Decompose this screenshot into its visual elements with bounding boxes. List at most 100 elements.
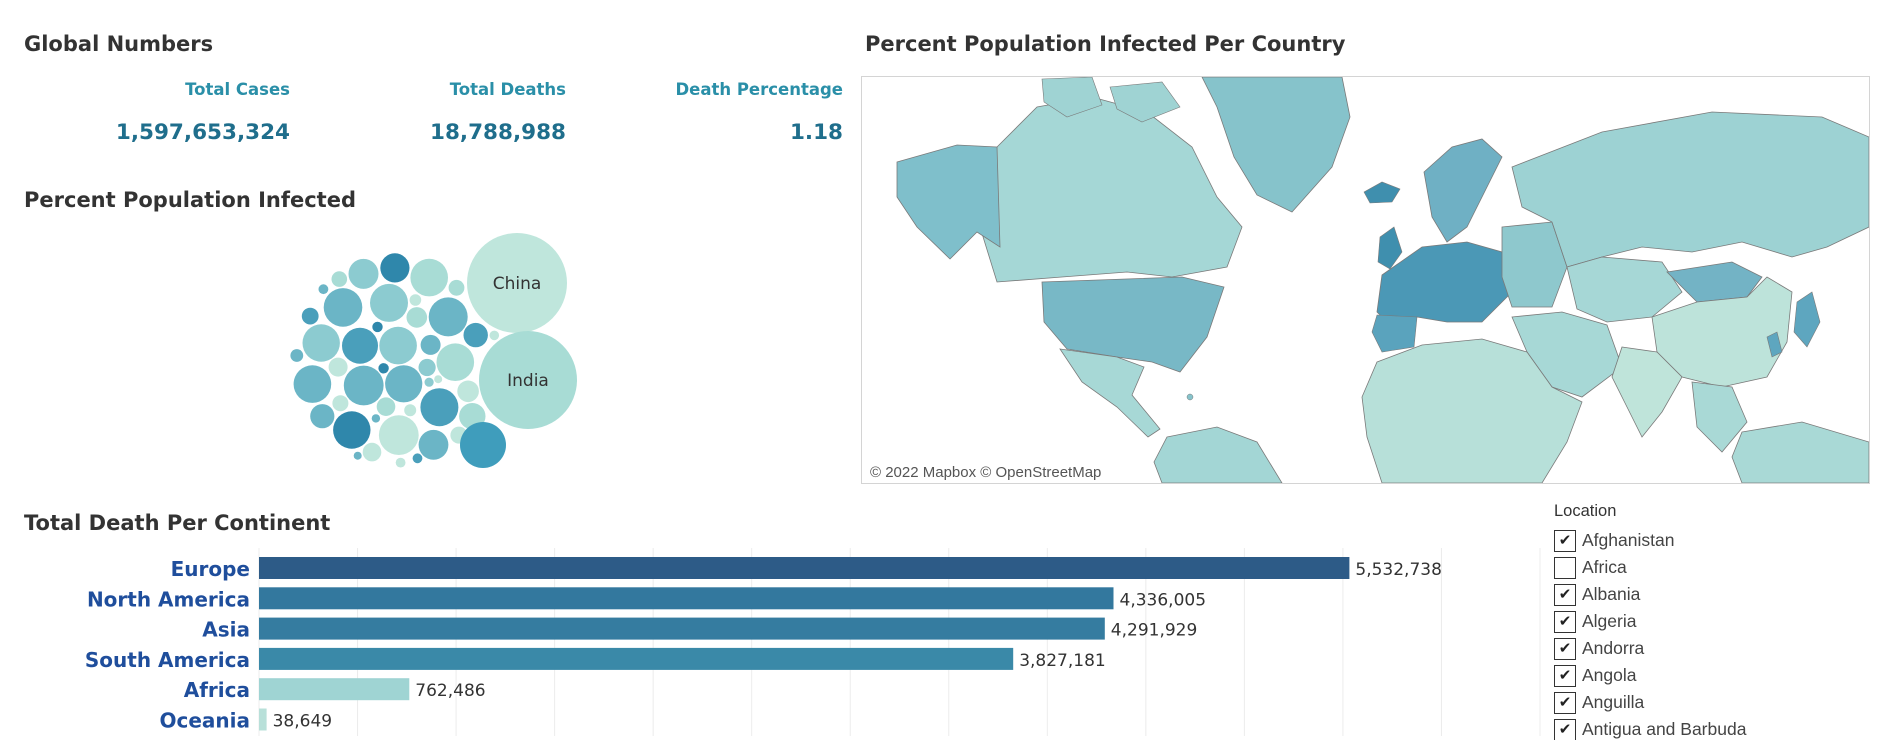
map-region-uk[interactable] bbox=[1377, 226, 1403, 270]
bubble[interactable] bbox=[348, 258, 379, 289]
bubble[interactable] bbox=[412, 453, 423, 464]
bubble[interactable] bbox=[404, 404, 417, 417]
bubble[interactable] bbox=[379, 326, 417, 365]
world-map[interactable]: © 2022 Mapbox © OpenStreetMap bbox=[861, 76, 1870, 484]
location-option-angola[interactable]: ✔ Angola bbox=[1554, 662, 1637, 689]
map-region-south-america[interactable] bbox=[1153, 426, 1283, 483]
checkbox[interactable]: ✔ bbox=[1554, 664, 1576, 687]
map-region-mongolia[interactable] bbox=[1666, 261, 1763, 303]
map-region-alaska[interactable] bbox=[896, 144, 1001, 260]
checkbox[interactable]: ✔ bbox=[1554, 691, 1576, 714]
bubble[interactable] bbox=[428, 297, 468, 337]
bar-chart-title: Total Death Per Continent bbox=[24, 511, 331, 535]
bubble[interactable] bbox=[372, 321, 383, 333]
total-deaths-value: 18,788,988 bbox=[429, 120, 566, 145]
location-option-africa[interactable]: Africa bbox=[1554, 554, 1627, 581]
map-region-central-asia[interactable] bbox=[1566, 256, 1683, 323]
bubble[interactable] bbox=[448, 279, 465, 296]
bubble[interactable] bbox=[395, 457, 406, 468]
bubble[interactable] bbox=[323, 288, 363, 327]
location-option-algeria[interactable]: ✔ Algeria bbox=[1554, 608, 1636, 635]
value-label: 4,291,929 bbox=[1111, 621, 1198, 641]
bubble[interactable] bbox=[410, 258, 448, 297]
bubble[interactable] bbox=[457, 380, 479, 403]
bubble[interactable] bbox=[489, 330, 500, 341]
checkbox[interactable]: ✔ bbox=[1554, 637, 1576, 660]
map-region-iberia[interactable] bbox=[1371, 314, 1418, 353]
checkbox[interactable]: ✔ bbox=[1554, 610, 1576, 633]
bubble[interactable] bbox=[418, 358, 436, 377]
bubble[interactable] bbox=[310, 404, 335, 429]
bar-europe[interactable] bbox=[259, 557, 1350, 579]
bar-asia[interactable] bbox=[259, 617, 1105, 640]
location-option-andorra[interactable]: ✔ Andorra bbox=[1554, 635, 1644, 662]
location-option-antigua-and-barbuda[interactable]: ✔ Antigua and Barbuda bbox=[1554, 716, 1746, 740]
bar-africa[interactable] bbox=[259, 678, 410, 701]
bar-south-america[interactable] bbox=[259, 647, 1014, 670]
bubble[interactable] bbox=[436, 343, 475, 381]
bubble[interactable] bbox=[409, 294, 422, 306]
bubble-chart[interactable]: China India bbox=[280, 225, 600, 495]
location-option-anguilla[interactable]: ✔ Anguilla bbox=[1554, 689, 1644, 716]
bubble[interactable] bbox=[434, 375, 443, 384]
value-label: 5,532,738 bbox=[1355, 560, 1442, 580]
bubble[interactable] bbox=[331, 271, 348, 287]
bubble[interactable] bbox=[371, 414, 381, 423]
checkbox[interactable]: ✔ bbox=[1554, 718, 1576, 740]
map-region-russia[interactable] bbox=[1511, 111, 1869, 268]
bubble[interactable] bbox=[318, 284, 329, 295]
location-label: Afghanistan bbox=[1582, 530, 1675, 550]
bubble[interactable] bbox=[328, 357, 348, 377]
bubble[interactable] bbox=[342, 327, 378, 364]
map-region-scandinavia[interactable] bbox=[1423, 138, 1503, 243]
bubble[interactable] bbox=[293, 365, 332, 403]
map-region-mexico[interactable] bbox=[1059, 348, 1161, 438]
bubble[interactable] bbox=[463, 322, 488, 348]
bubble[interactable] bbox=[290, 349, 304, 362]
map-region-southeast-asia[interactable] bbox=[1691, 381, 1869, 483]
bubble[interactable] bbox=[378, 415, 419, 455]
location-filter-title: Location bbox=[1554, 502, 1617, 520]
bubble[interactable] bbox=[420, 388, 459, 427]
location-option-albania[interactable]: ✔ Albania bbox=[1554, 581, 1640, 608]
checkbox[interactable]: ✔ bbox=[1554, 529, 1576, 552]
bubble-china[interactable] bbox=[467, 233, 567, 333]
bubble[interactable] bbox=[420, 334, 441, 355]
map-region-iceland[interactable] bbox=[1363, 181, 1401, 204]
bubble[interactable] bbox=[380, 253, 410, 283]
bubble[interactable] bbox=[301, 307, 319, 325]
map-region-caribbean[interactable] bbox=[1186, 393, 1194, 401]
bubble[interactable] bbox=[362, 442, 382, 462]
map-region-greenland[interactable] bbox=[1201, 77, 1351, 213]
checkbox[interactable]: ✔ bbox=[1554, 583, 1576, 606]
bubble[interactable] bbox=[332, 395, 349, 412]
bubble[interactable] bbox=[302, 324, 340, 362]
bubble[interactable] bbox=[333, 411, 371, 449]
bar-chart[interactable]: Europe 5,532,738 North America 4,336,005 Asi… bbox=[0, 548, 1548, 738]
bubble[interactable] bbox=[418, 429, 449, 460]
map-canvas[interactable] bbox=[862, 77, 1869, 483]
map-region-arctic-islands[interactable] bbox=[1041, 77, 1181, 123]
map-region-canada[interactable] bbox=[979, 96, 1243, 283]
bubble[interactable] bbox=[406, 307, 428, 328]
bar-north-america[interactable] bbox=[259, 587, 1114, 610]
checkbox[interactable] bbox=[1554, 556, 1576, 579]
bubble-label-china: China bbox=[493, 274, 542, 294]
location-filter-list[interactable]: ✔ Afghanistan Africa ✔ Albania ✔ Algeria ✔ Andor… bbox=[1554, 527, 1880, 740]
bubble[interactable] bbox=[376, 397, 396, 416]
bubble[interactable] bbox=[378, 363, 389, 374]
bubble[interactable] bbox=[353, 451, 362, 460]
bubble[interactable] bbox=[385, 365, 423, 403]
map-region-japan-korea[interactable] bbox=[1766, 291, 1821, 358]
map-region-india[interactable] bbox=[1611, 346, 1683, 438]
bubble[interactable] bbox=[343, 365, 384, 406]
bar-oceania[interactable] bbox=[259, 708, 267, 731]
map-region-usa[interactable] bbox=[1041, 276, 1225, 373]
bubble-india[interactable] bbox=[479, 331, 577, 429]
location-option-afghanistan[interactable]: ✔ Afghanistan bbox=[1554, 527, 1674, 554]
bubble[interactable] bbox=[460, 422, 506, 468]
bubble[interactable] bbox=[370, 283, 408, 322]
bubble[interactable] bbox=[424, 377, 434, 387]
value-label: 3,827,181 bbox=[1019, 651, 1106, 671]
map-region-africa[interactable] bbox=[1361, 338, 1583, 483]
